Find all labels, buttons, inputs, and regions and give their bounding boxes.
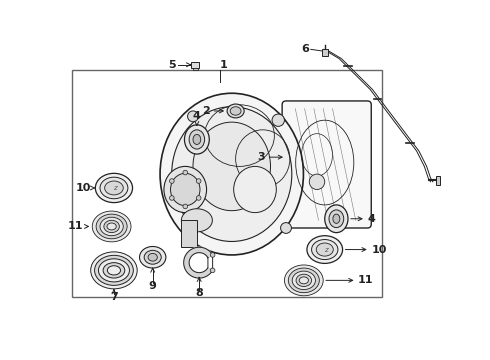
Ellipse shape: [103, 263, 125, 278]
Text: 10: 10: [371, 244, 387, 255]
Ellipse shape: [96, 173, 133, 203]
Ellipse shape: [160, 93, 303, 255]
Text: 1: 1: [220, 60, 228, 70]
Text: 8: 8: [196, 288, 203, 298]
Text: 4: 4: [193, 111, 201, 121]
Circle shape: [183, 204, 188, 209]
Circle shape: [281, 222, 292, 233]
Text: 7: 7: [110, 292, 118, 302]
Bar: [192, 62, 199, 68]
Text: 9: 9: [149, 281, 157, 291]
Ellipse shape: [96, 214, 127, 239]
Ellipse shape: [227, 104, 244, 118]
Text: z: z: [324, 247, 327, 253]
Ellipse shape: [172, 107, 292, 242]
Ellipse shape: [107, 223, 116, 230]
Ellipse shape: [91, 252, 137, 289]
Ellipse shape: [98, 259, 129, 282]
Ellipse shape: [92, 211, 131, 242]
Ellipse shape: [234, 166, 276, 213]
Text: 5: 5: [169, 60, 176, 70]
Ellipse shape: [312, 239, 338, 260]
Ellipse shape: [144, 250, 161, 264]
Circle shape: [188, 111, 198, 122]
Bar: [436, 176, 440, 185]
Circle shape: [210, 268, 215, 273]
Text: 10: 10: [75, 183, 91, 193]
Ellipse shape: [140, 247, 166, 268]
Bar: [72, 70, 382, 297]
Ellipse shape: [100, 177, 128, 199]
Ellipse shape: [164, 166, 207, 213]
Circle shape: [196, 195, 201, 200]
Bar: [193, 68, 197, 70]
Ellipse shape: [325, 205, 348, 233]
Text: 6: 6: [301, 44, 309, 54]
Ellipse shape: [296, 274, 312, 287]
Ellipse shape: [299, 277, 309, 284]
Circle shape: [170, 179, 174, 183]
Ellipse shape: [171, 173, 200, 206]
Circle shape: [272, 114, 285, 126]
Text: 11: 11: [68, 221, 83, 231]
Text: z: z: [113, 185, 117, 191]
Bar: [181, 220, 197, 247]
Ellipse shape: [104, 220, 120, 233]
FancyBboxPatch shape: [282, 101, 371, 228]
Text: 2: 2: [202, 106, 210, 116]
Ellipse shape: [230, 107, 241, 115]
Circle shape: [183, 170, 188, 175]
Ellipse shape: [333, 214, 340, 223]
Bar: [321, 49, 328, 56]
Ellipse shape: [292, 271, 316, 289]
Ellipse shape: [148, 253, 157, 261]
Ellipse shape: [184, 125, 209, 154]
Polygon shape: [184, 247, 213, 278]
Circle shape: [309, 174, 325, 189]
Circle shape: [170, 195, 174, 200]
Ellipse shape: [288, 268, 319, 293]
Ellipse shape: [181, 209, 212, 232]
Ellipse shape: [105, 181, 123, 195]
Ellipse shape: [285, 265, 323, 296]
Ellipse shape: [95, 255, 133, 285]
Ellipse shape: [193, 122, 270, 211]
Circle shape: [196, 179, 201, 183]
Ellipse shape: [107, 266, 121, 275]
Text: 4: 4: [368, 214, 375, 224]
Ellipse shape: [307, 236, 343, 264]
Circle shape: [210, 253, 215, 257]
Text: 11: 11: [358, 275, 373, 285]
Ellipse shape: [193, 134, 201, 144]
Ellipse shape: [316, 243, 333, 256]
Ellipse shape: [189, 130, 205, 149]
Ellipse shape: [329, 210, 344, 228]
Text: 3: 3: [257, 152, 265, 162]
Ellipse shape: [100, 217, 123, 236]
